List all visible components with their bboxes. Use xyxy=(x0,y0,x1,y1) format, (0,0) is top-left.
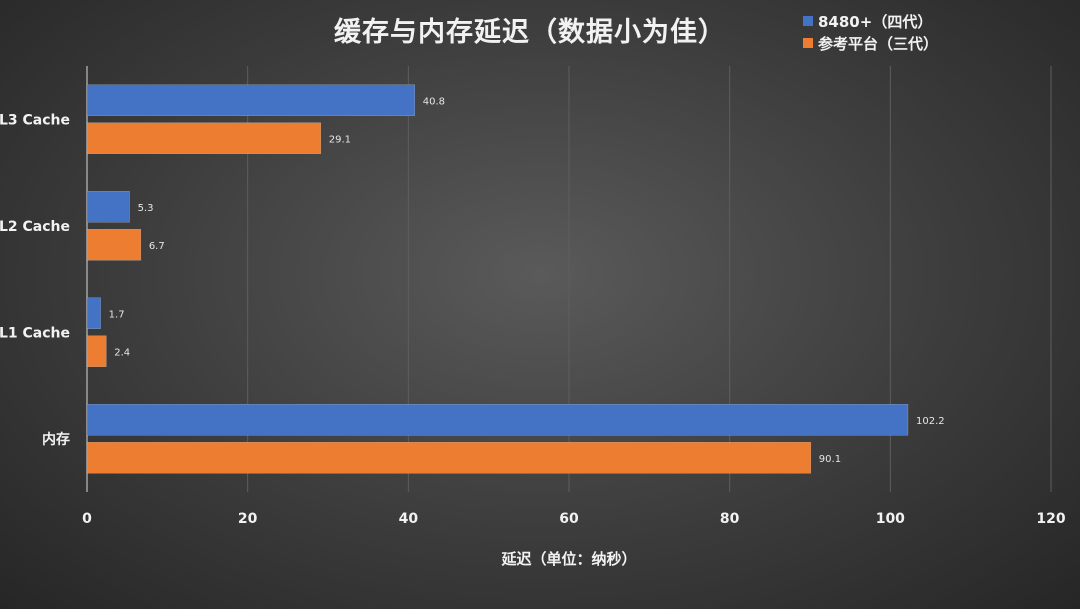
legend-label-series-2: 参考平台（三代） xyxy=(818,34,939,53)
data-label: 5.3 xyxy=(138,203,154,214)
x-tick-label: 0 xyxy=(82,511,92,527)
x-tick-label: 100 xyxy=(876,511,905,527)
x-tick-label: 40 xyxy=(399,511,419,527)
legend: 8480+（四代） 参考平台（三代） xyxy=(803,10,938,54)
x-tick-label: 120 xyxy=(1036,511,1065,527)
data-label: 1.7 xyxy=(109,309,125,320)
bar-series-2 xyxy=(86,442,812,474)
data-label: 102.2 xyxy=(916,416,945,427)
data-label: 90.1 xyxy=(819,454,841,465)
legend-item-series-1: 8480+（四代） xyxy=(803,10,938,32)
bar-series-1 xyxy=(86,191,130,223)
legend-item-series-2: 参考平台（三代） xyxy=(803,32,938,54)
bar-series-2 xyxy=(86,335,107,367)
bar-series-2 xyxy=(86,229,142,261)
legend-swatch-series-2 xyxy=(803,38,813,48)
category-label: L2 Cache xyxy=(0,219,70,235)
category-label: L1 Cache xyxy=(0,325,70,341)
legend-label-series-1: 8480+（四代） xyxy=(818,12,933,31)
bar-series-1 xyxy=(86,84,416,116)
category-label: 内存 xyxy=(42,431,70,448)
data-label: 6.7 xyxy=(149,241,165,252)
x-tick-label: 20 xyxy=(238,511,258,527)
data-label: 40.8 xyxy=(423,96,445,107)
data-label: 2.4 xyxy=(114,347,130,358)
data-label: 29.1 xyxy=(329,134,351,145)
bar-series-2 xyxy=(86,122,322,154)
chart-title: 缓存与内存延迟（数据小为佳） xyxy=(334,17,726,48)
x-tick-label: 80 xyxy=(720,511,740,527)
legend-swatch-series-1 xyxy=(803,16,813,26)
category-label: L3 Cache xyxy=(0,112,70,128)
x-axis-title: 延迟（单位：纳秒） xyxy=(500,550,636,568)
bar-series-1 xyxy=(86,404,909,436)
x-tick-label: 60 xyxy=(559,511,579,527)
bar-series-1 xyxy=(86,297,101,329)
